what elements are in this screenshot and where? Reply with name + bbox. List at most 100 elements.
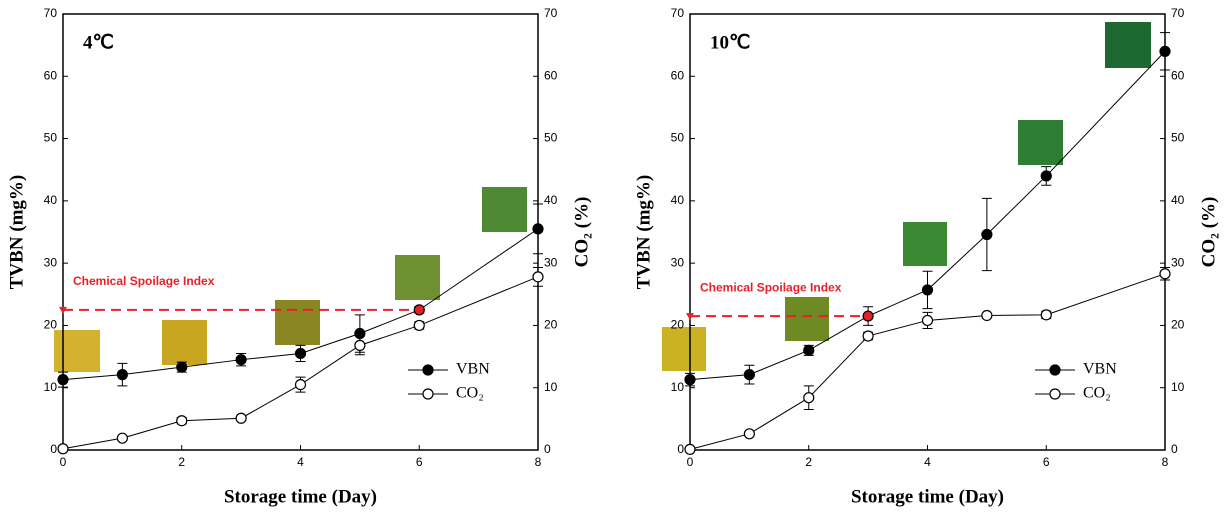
data-point [744, 370, 754, 380]
y2-tick-label: 30 [544, 255, 558, 269]
x-tick-label: 2 [805, 455, 812, 469]
data-point [236, 413, 246, 423]
y-tick-label: 70 [671, 6, 685, 20]
swatch [162, 320, 207, 365]
data-point [923, 285, 933, 295]
x-axis-title: Storage time (Day) [851, 486, 1004, 507]
y2-tick-label: 40 [1171, 193, 1185, 207]
y2-tick-label: 70 [1171, 6, 1185, 20]
y2-tick-label: 50 [1171, 131, 1185, 145]
legend-marker [1050, 389, 1060, 399]
y-tick-label: 20 [44, 318, 58, 332]
y2-tick-label: 40 [544, 193, 558, 207]
y-tick-label: 30 [44, 255, 58, 269]
swatch [903, 222, 947, 266]
data-point [1160, 46, 1170, 56]
data-point [982, 310, 992, 320]
data-point [1041, 310, 1051, 320]
data-point [296, 380, 306, 390]
data-point [58, 444, 68, 454]
y2-tick-label: 30 [1171, 255, 1185, 269]
y2-tick-label: 0 [1171, 442, 1178, 456]
y-tick-label: 60 [671, 68, 685, 82]
y2-tick-label: 20 [544, 318, 558, 332]
swatch [395, 255, 440, 300]
x-tick-label: 8 [1162, 455, 1169, 469]
x-tick-label: 0 [60, 455, 67, 469]
y2-axis-title: CO₂ (%) [1198, 197, 1219, 268]
panel-title: 4℃ [83, 32, 114, 53]
y2-axis-title: CO₂ (%) [571, 197, 592, 268]
panel: 01020304050607001020304050607002468Stora… [6, 6, 592, 507]
x-tick-label: 6 [1043, 455, 1050, 469]
y-tick-label: 60 [44, 68, 58, 82]
y2-tick-label: 60 [544, 68, 558, 82]
y2-tick-label: 10 [544, 380, 558, 394]
swatch [785, 297, 829, 341]
y-tick-label: 50 [671, 131, 685, 145]
legend-marker [423, 365, 433, 375]
swatch [662, 327, 706, 371]
y-tick-label: 50 [44, 131, 58, 145]
data-point [804, 345, 814, 355]
figure: 01020304050607001020304050607002468Stora… [0, 0, 1232, 513]
legend-marker [423, 389, 433, 399]
data-point [863, 331, 873, 341]
y2-tick-label: 10 [1171, 380, 1185, 394]
y2-tick-label: 70 [544, 6, 558, 20]
legend-marker [1050, 365, 1060, 375]
swatch [1018, 120, 1063, 165]
swatch [482, 187, 527, 232]
data-point [863, 311, 873, 321]
threshold-label: Chemical Spoilage Index [73, 274, 215, 288]
y-tick-label: 10 [671, 380, 685, 394]
data-point [685, 375, 695, 385]
data-point [533, 224, 543, 234]
y-tick-label: 40 [671, 193, 685, 207]
data-point [1160, 269, 1170, 279]
x-axis-title: Storage time (Day) [224, 486, 377, 507]
data-point [177, 362, 187, 372]
swatch [54, 330, 100, 372]
y2-tick-label: 60 [1171, 68, 1185, 82]
x-tick-label: 0 [687, 455, 694, 469]
x-tick-label: 6 [416, 455, 423, 469]
x-tick-label: 2 [178, 455, 185, 469]
x-tick-label: 8 [535, 455, 542, 469]
data-point [117, 370, 127, 380]
legend-label: VBN [456, 361, 490, 378]
x-tick-label: 4 [297, 455, 304, 469]
data-point [58, 375, 68, 385]
legend-label: VBN [1083, 361, 1117, 378]
data-point [923, 315, 933, 325]
data-point [236, 355, 246, 365]
data-point [685, 444, 695, 454]
data-point [982, 229, 992, 239]
y-tick-label: 30 [671, 255, 685, 269]
y2-tick-label: 50 [544, 131, 558, 145]
y-tick-label: 70 [44, 6, 58, 20]
legend-label: CO₂ [456, 385, 484, 402]
y-axis-title: TVBN (mg%) [6, 175, 27, 290]
legend-label: CO₂ [1083, 385, 1111, 402]
y-axis-title: TVBN (mg%) [633, 175, 654, 290]
y-tick-label: 10 [44, 380, 58, 394]
y-tick-label: 40 [44, 193, 58, 207]
threshold-label: Chemical Spoilage Index [700, 280, 842, 294]
panel-title: 10℃ [710, 32, 750, 53]
y2-tick-label: 0 [544, 442, 551, 456]
y2-tick-label: 20 [1171, 318, 1185, 332]
swatch [1105, 22, 1151, 68]
x-tick-label: 4 [924, 455, 931, 469]
y-tick-label: 20 [671, 318, 685, 332]
y-tick-label: 0 [677, 442, 684, 456]
data-point [804, 393, 814, 403]
data-point [414, 305, 424, 315]
data-point [1041, 171, 1051, 181]
data-point [414, 320, 424, 330]
data-point [296, 348, 306, 358]
swatch [275, 300, 320, 345]
series-line [690, 51, 1165, 379]
data-point [177, 416, 187, 426]
data-point [355, 340, 365, 350]
